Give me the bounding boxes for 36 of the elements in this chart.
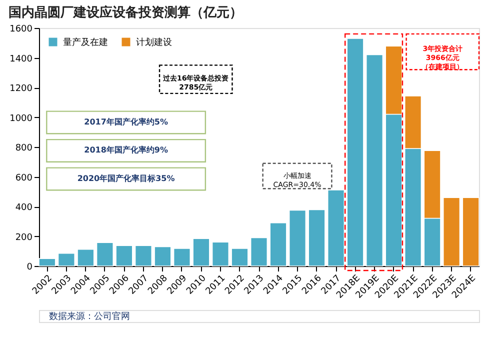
bar bbox=[96, 242, 114, 266]
bar bbox=[134, 245, 152, 266]
bar bbox=[250, 237, 268, 266]
bar bbox=[366, 54, 384, 266]
bar bbox=[442, 197, 460, 266]
bar bbox=[288, 210, 306, 266]
y-tick-label: 1000 bbox=[10, 114, 33, 124]
bar bbox=[173, 248, 191, 266]
legend-label: 计划建设 bbox=[136, 37, 172, 48]
bar bbox=[308, 209, 326, 266]
annotation: 2018年国产化率约9% bbox=[84, 144, 168, 155]
y-tick-label: 600 bbox=[15, 173, 33, 184]
bar bbox=[462, 197, 480, 266]
y-tick-label: 200 bbox=[15, 232, 33, 243]
legend-label: 量产及在建 bbox=[63, 37, 108, 48]
bar bbox=[116, 245, 133, 266]
bar bbox=[346, 38, 364, 266]
source-note: 数据来源：公司官网 bbox=[49, 311, 130, 322]
y-tick-label: 0 bbox=[26, 262, 33, 272]
annotation: 2017年国产化率约5% bbox=[84, 116, 168, 126]
bar bbox=[327, 190, 345, 266]
y-tick-label: 1400 bbox=[10, 54, 33, 64]
bar bbox=[212, 242, 230, 266]
bar bbox=[58, 252, 76, 266]
bar bbox=[154, 246, 172, 266]
y-tick-label: 1200 bbox=[10, 84, 33, 94]
y-tick-label: 800 bbox=[15, 144, 33, 154]
bar bbox=[270, 222, 287, 266]
y-tick-label: 1600 bbox=[10, 24, 33, 34]
bar bbox=[231, 248, 248, 266]
bar bbox=[77, 248, 94, 266]
y-tick-label: 400 bbox=[15, 203, 33, 213]
bar bbox=[192, 238, 210, 266]
bar bbox=[38, 258, 56, 266]
chart-title: 国内晶圆厂建设应设备投资测算（亿元） bbox=[8, 4, 243, 20]
annotation: 2020年国产化率目标35% bbox=[77, 172, 175, 183]
